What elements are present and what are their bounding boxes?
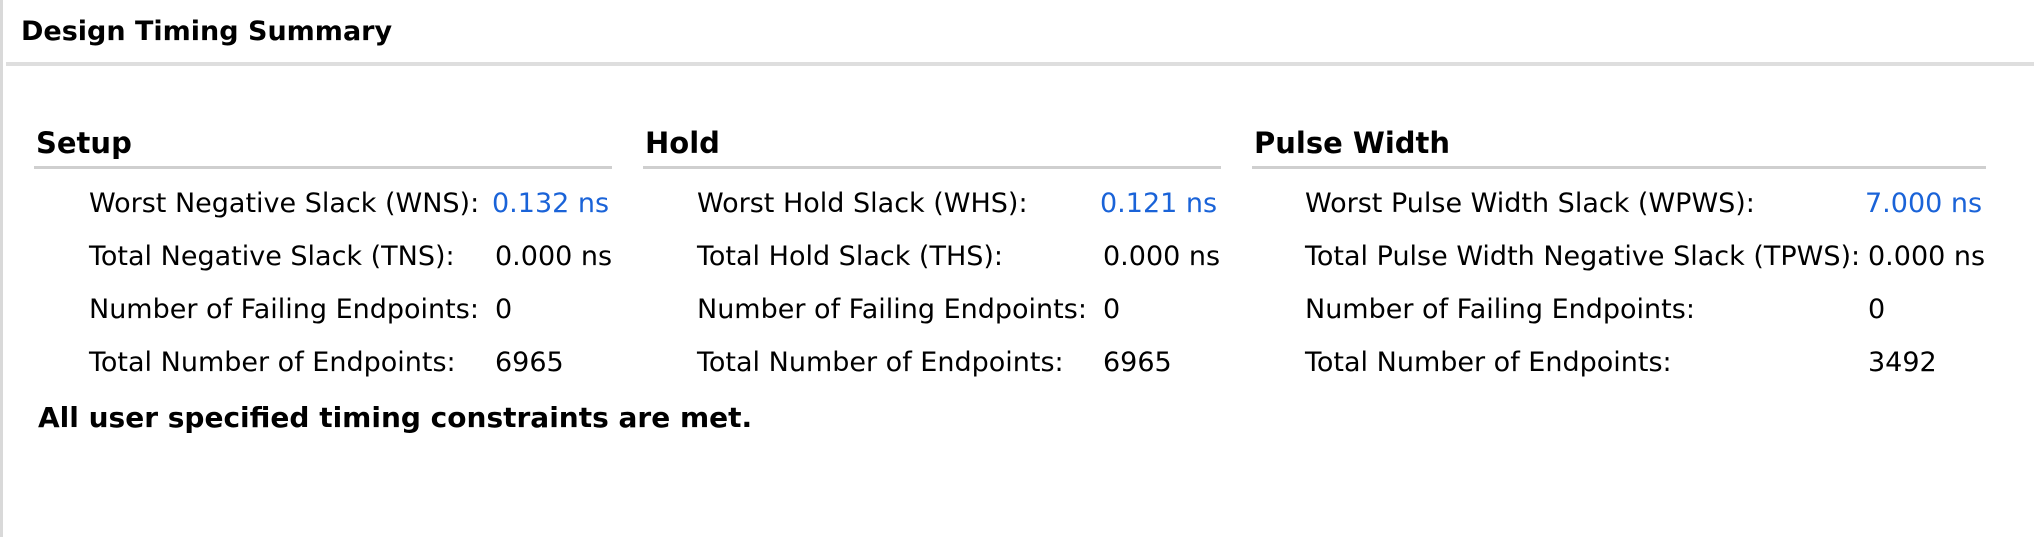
total-endpoints-value: 6965: [1103, 347, 1172, 378]
failing-endpoints-value: 0: [1868, 294, 1886, 325]
hold-section: Hold: [643, 124, 1221, 169]
row-label: Total Number of Endpoints:: [89, 347, 456, 378]
tns-value: 0.000 ns: [495, 241, 613, 272]
whs-value-link[interactable]: 0.121 ns: [1100, 188, 1218, 219]
wns-value-link[interactable]: 0.132 ns: [492, 188, 610, 219]
row-label: Worst Negative Slack (WNS):: [89, 188, 480, 219]
failing-endpoints-value: 0: [1103, 294, 1121, 325]
wpws-value-link[interactable]: 7.000 ns: [1865, 188, 1983, 219]
row-label: Total Negative Slack (TNS):: [89, 241, 455, 272]
setup-header: Setup: [34, 124, 612, 169]
tpws-value: 0.000 ns: [1868, 241, 1986, 272]
row-label: Total Hold Slack (THS):: [697, 241, 1004, 272]
status-message: All user specified timing constraints ar…: [38, 401, 753, 434]
row-label: Number of Failing Endpoints:: [89, 294, 479, 325]
row-label: Total Number of Endpoints:: [697, 347, 1064, 378]
hold-header: Hold: [643, 124, 1221, 169]
title-bar: Design Timing Summary: [6, 0, 2034, 66]
pulse-width-section: Pulse Width: [1252, 124, 1986, 169]
row-label: Number of Failing Endpoints:: [1305, 294, 1695, 325]
ths-value: 0.000 ns: [1103, 241, 1221, 272]
row-label: Total Number of Endpoints:: [1305, 347, 1672, 378]
row-label: Worst Hold Slack (WHS):: [697, 188, 1028, 219]
setup-section: Setup: [34, 124, 612, 169]
row-label: Number of Failing Endpoints:: [697, 294, 1087, 325]
row-label: Total Pulse Width Negative Slack (TPWS):: [1305, 241, 1861, 272]
total-endpoints-value: 6965: [495, 347, 564, 378]
total-endpoints-value: 3492: [1868, 347, 1937, 378]
page-title: Design Timing Summary: [21, 16, 393, 47]
failing-endpoints-value: 0: [495, 294, 513, 325]
row-label: Worst Pulse Width Slack (WPWS):: [1305, 188, 1755, 219]
pulse-width-header: Pulse Width: [1252, 124, 1986, 169]
